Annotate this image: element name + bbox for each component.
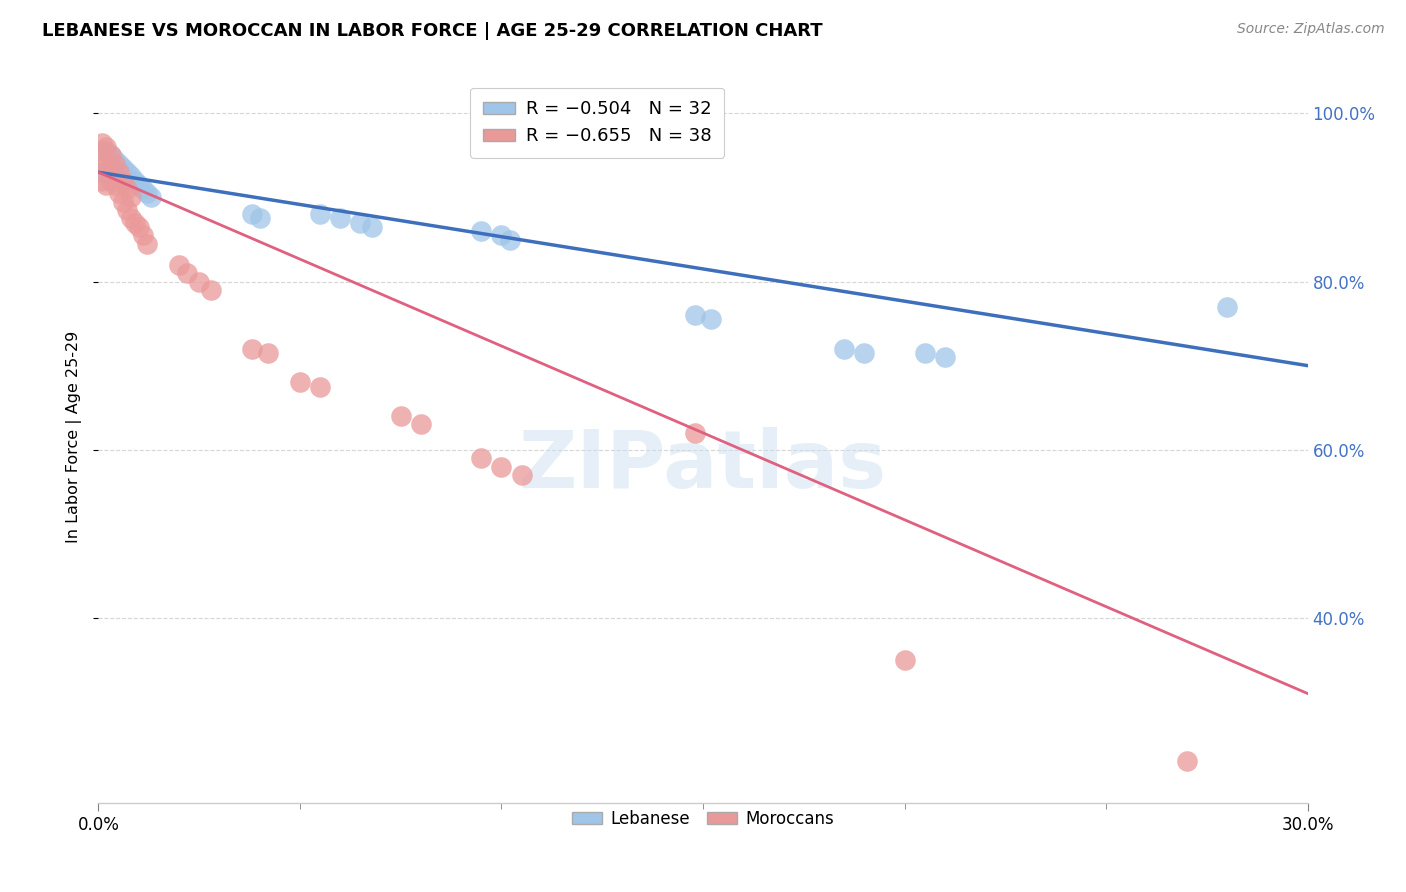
Point: [498, 233, 520, 247]
Point: [111, 194, 134, 209]
Point: [309, 379, 332, 393]
Point: [103, 178, 125, 192]
Point: [107, 186, 129, 201]
Point: [491, 459, 513, 474]
Point: [100, 148, 122, 162]
Point: [128, 178, 150, 192]
Point: [167, 258, 190, 272]
Point: [115, 182, 138, 196]
Point: [349, 216, 371, 230]
Point: [700, 312, 723, 326]
Point: [132, 182, 155, 196]
Point: [96, 178, 118, 192]
Point: [100, 169, 122, 184]
Point: [188, 275, 211, 289]
Point: [135, 186, 157, 201]
Point: [103, 157, 125, 171]
Point: [111, 174, 134, 188]
Point: [96, 140, 118, 154]
Point: [96, 157, 118, 171]
Point: [107, 157, 129, 171]
Point: [111, 161, 134, 175]
Legend: Lebanese, Moroccans: Lebanese, Moroccans: [565, 804, 841, 835]
Point: [249, 211, 271, 226]
Point: [361, 219, 384, 234]
Point: [91, 174, 114, 188]
Point: [240, 342, 263, 356]
Point: [683, 308, 706, 322]
Point: [934, 350, 956, 364]
Point: [893, 653, 915, 667]
Point: [240, 207, 263, 221]
Point: [409, 417, 432, 432]
Point: [120, 190, 142, 204]
Point: [832, 342, 855, 356]
Point: [470, 224, 492, 238]
Point: [389, 409, 412, 423]
Text: LEBANESE VS MOROCCAN IN LABOR FORCE | AGE 25-29 CORRELATION CHART: LEBANESE VS MOROCCAN IN LABOR FORCE | AG…: [42, 22, 823, 40]
Point: [91, 165, 114, 179]
Point: [176, 266, 198, 280]
Point: [288, 376, 311, 390]
Point: [120, 211, 142, 226]
Point: [491, 228, 513, 243]
Point: [470, 451, 492, 466]
Point: [128, 219, 150, 234]
Point: [124, 174, 146, 188]
Point: [1216, 300, 1239, 314]
Point: [853, 346, 876, 360]
Point: [115, 165, 138, 179]
Point: [124, 216, 146, 230]
Point: [103, 153, 125, 167]
Point: [100, 174, 122, 188]
Point: [120, 169, 142, 184]
Point: [683, 425, 706, 440]
Text: Source: ZipAtlas.com: Source: ZipAtlas.com: [1237, 22, 1385, 37]
Point: [200, 283, 222, 297]
Text: ZIPatlas: ZIPatlas: [519, 427, 887, 506]
Point: [115, 203, 138, 218]
Point: [256, 346, 278, 360]
Point: [510, 467, 533, 482]
Point: [132, 228, 155, 243]
Point: [135, 236, 157, 251]
Point: [91, 136, 114, 150]
Point: [107, 165, 129, 179]
Point: [91, 145, 114, 159]
Point: [1175, 754, 1198, 768]
Point: [914, 346, 936, 360]
Y-axis label: In Labor Force | Age 25-29: In Labor Force | Age 25-29: [66, 331, 83, 543]
Point: [139, 190, 162, 204]
Point: [329, 211, 352, 226]
Point: [309, 207, 332, 221]
Point: [91, 153, 114, 167]
Point: [96, 145, 118, 159]
Point: [96, 165, 118, 179]
Point: [100, 148, 122, 162]
